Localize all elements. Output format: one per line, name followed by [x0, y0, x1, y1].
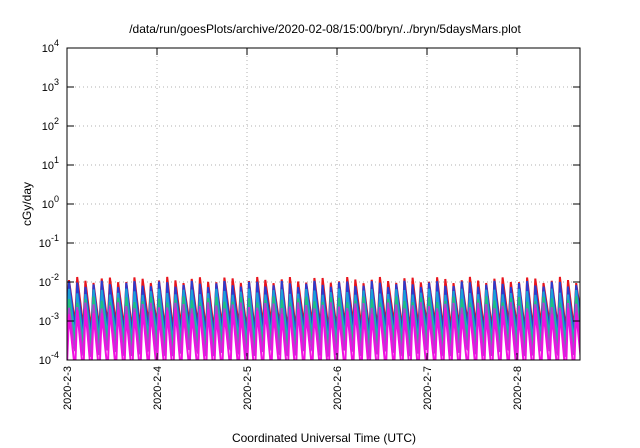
series-group: [67, 276, 580, 360]
x-tick-label: 2020-2-7: [422, 366, 434, 410]
x-axis-ticks: 2020-2-3 2020-2-4 2020-2-5 2020-2-6 2020-2-7…: [62, 48, 524, 410]
y-tick-label: 104: [42, 38, 59, 55]
y-tick-label: 103: [42, 77, 59, 94]
y-tick-label: 10-2: [39, 272, 59, 289]
y-axis-label: cGy/day: [20, 182, 34, 226]
y-tick-label: 10-1: [39, 233, 59, 250]
y-tick-label: 100: [42, 194, 59, 211]
x-axis-label: Coordinated Universal Time (UTC): [232, 431, 416, 445]
y-tick-label: 101: [42, 155, 59, 172]
y-axis-ticks: 10-4 10-3 10-2 10-1 100 101 102 103 104: [39, 38, 580, 367]
series-line: [67, 308, 580, 360]
x-tick-label: 2020-2-4: [152, 366, 164, 410]
x-tick-label: 2020-2-8: [512, 366, 524, 410]
chart-title: /data/run/goesPlots/archive/2020-02-08/1…: [129, 22, 521, 36]
y-tick-label: 10-4: [39, 350, 59, 367]
y-tick-label: 102: [42, 116, 59, 133]
x-tick-label: 2020-2-6: [332, 366, 344, 410]
y-tick-label: 10-3: [39, 311, 59, 328]
x-tick-label: 2020-2-3: [62, 366, 74, 410]
x-tick-label: 2020-2-5: [242, 366, 254, 410]
